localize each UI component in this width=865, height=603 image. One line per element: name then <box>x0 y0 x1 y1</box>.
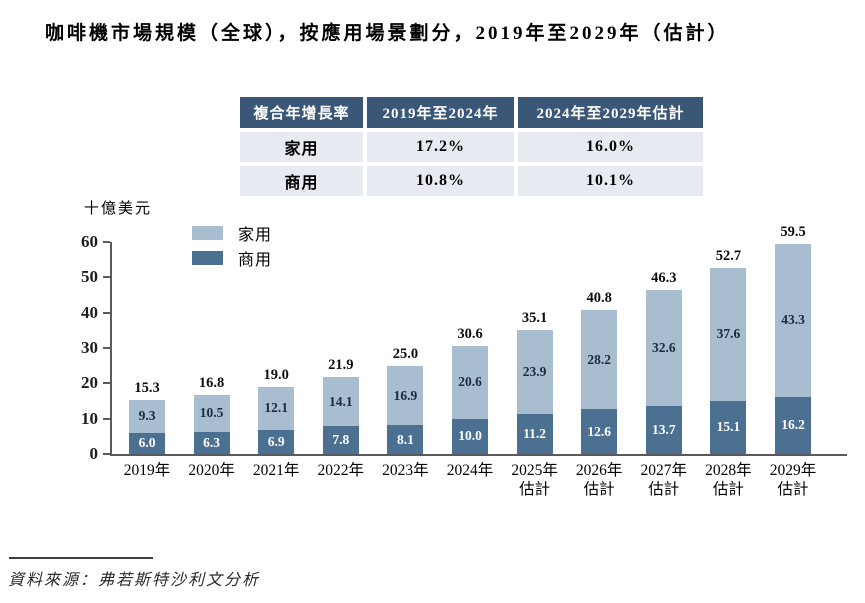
cagr-row-home-value-2: 16.0% <box>518 132 703 162</box>
bar-segment-home: 9.3 <box>129 399 165 433</box>
plot-area: 0 10 20 30 40 50 60 9.3 6.0 15.3 2019年 10.5 6.3 16.8 2… <box>81 224 847 498</box>
bar-segment-home: 12.1 <box>258 386 295 430</box>
bar-group: 43.3 16.2 <box>775 243 811 454</box>
y-axis-tick-label: 50 <box>81 267 98 287</box>
x-axis-label: 2021年 <box>252 462 300 479</box>
y-axis-tick-mark <box>103 241 110 243</box>
bar-segment-home: 32.6 <box>645 290 682 406</box>
bar-segment-home: 10.5 <box>193 394 230 432</box>
y-axis-tick-label: 0 <box>89 444 99 463</box>
y-axis-tick-label: 30 <box>81 338 98 357</box>
x-axis-label: 2026年 估計 <box>575 462 623 498</box>
bar-group: 20.6 10.0 <box>452 345 488 454</box>
bar-group: 9.3 6.0 <box>129 399 165 454</box>
bar-segment-home: 23.9 <box>516 330 553 415</box>
bar-group: 10.5 6.3 <box>193 394 230 454</box>
x-axis-label: 2025年 估計 <box>511 462 558 498</box>
bar-total-label: 52.7 <box>715 247 742 264</box>
bar-segment-home: 28.2 <box>581 309 618 410</box>
bar-segment-home: 43.3 <box>775 243 811 397</box>
cagr-row-home-value-1: 17.2% <box>367 132 514 162</box>
y-axis-tick-label: 60 <box>81 232 98 251</box>
bar-group: 37.6 15.1 <box>710 267 747 454</box>
y-axis-tick-mark <box>103 382 110 385</box>
cagr-row-commercial-value-2: 10.1% <box>518 166 703 196</box>
bar-group: 12.1 6.9 <box>258 386 295 454</box>
bar-segment-commercial: 10.0 <box>452 418 488 454</box>
bar-total-label: 19.0 <box>263 366 289 383</box>
bar-segment-home: 14.1 <box>322 376 359 427</box>
y-axis-tick-label: 10 <box>81 408 98 428</box>
bar-segment-commercial: 11.2 <box>516 414 553 454</box>
bar-segment-commercial: 15.1 <box>710 400 747 454</box>
cagr-row-commercial-value-1: 10.8% <box>367 166 514 196</box>
legend-label-home: 家用 <box>238 226 273 244</box>
cagr-row-home-label: 家用 <box>240 132 363 162</box>
x-axis-label: 2019年 <box>123 462 171 479</box>
bar-total-label: 35.1 <box>521 309 548 326</box>
bar-segment-commercial: 6.0 <box>129 432 165 454</box>
y-axis-tick-mark <box>103 276 110 279</box>
y-axis-tick-mark <box>103 311 110 314</box>
x-axis-label: 2027年 估計 <box>640 462 688 498</box>
legend-swatch-home <box>192 225 223 240</box>
bar-segment-home: 16.9 <box>387 365 424 426</box>
x-axis-label: 2024年 <box>446 462 494 479</box>
bar-segment-commercial: 8.1 <box>387 425 424 454</box>
bar-segment-commercial: 13.7 <box>645 405 682 454</box>
y-axis-tick-mark <box>103 453 110 455</box>
cagr-row-commercial-label: 商用 <box>240 166 363 196</box>
cagr-table-header-2019-2024: 2019年至2024年 <box>367 97 514 128</box>
bar-group: 14.1 7.8 <box>322 376 359 454</box>
x-axis-label: 2022年 <box>317 462 365 479</box>
y-axis-tick-mark <box>103 417 110 420</box>
bar-total-label: 25.0 <box>392 345 419 362</box>
bar-total-label: 46.3 <box>651 270 677 287</box>
bar-segment-commercial: 12.6 <box>581 409 618 454</box>
bar-segment-home: 37.6 <box>710 267 747 401</box>
y-axis-unit-label: 十億美元 <box>84 201 153 217</box>
bar-group: 16.9 8.1 <box>387 365 424 454</box>
bar-segment-home: 20.6 <box>452 345 488 419</box>
legend-label-commercial: 商用 <box>238 251 273 269</box>
bar-group: 23.9 11.2 <box>516 330 553 454</box>
cagr-table-header-metric: 複合年增長率 <box>240 97 363 128</box>
bar-segment-commercial: 6.3 <box>193 431 230 454</box>
source-divider <box>9 557 153 559</box>
chart-legend: 家用 商用 <box>192 225 272 275</box>
bar-segment-commercial: 7.8 <box>322 426 359 454</box>
bar-segment-commercial: 16.2 <box>775 396 811 454</box>
bar-group: 28.2 12.6 <box>581 309 618 454</box>
cagr-table-header-2024-2029: 2024年至2029年估計 <box>518 97 703 128</box>
bar-total-label: 40.8 <box>586 289 612 306</box>
bar-total-label: 15.3 <box>134 379 160 396</box>
bar-total-label: 30.6 <box>457 325 483 342</box>
bar-group: 32.6 13.7 <box>645 290 682 454</box>
bar-segment-commercial: 6.9 <box>258 429 295 454</box>
x-axis-label: 2020年 <box>188 462 235 479</box>
x-axis-label: 2028年 估計 <box>705 462 752 498</box>
x-axis-label: 2023年 <box>382 462 429 479</box>
bar-total-label: 59.5 <box>780 223 806 240</box>
source-note: 資料來源：弗若斯特沙利文分析 <box>8 572 261 589</box>
y-axis-tick-label: 20 <box>81 373 98 393</box>
y-axis-tick-mark <box>103 347 110 349</box>
cagr-table: 複合年增長率 2019年至2024年 2024年至2029年估計 家用 17.2… <box>240 97 703 196</box>
legend-item-home: 家用 <box>192 225 272 244</box>
bar-total-label: 21.9 <box>328 356 354 373</box>
legend-item-commercial: 商用 <box>192 250 272 269</box>
legend-swatch-commercial <box>192 250 223 265</box>
x-axis-label: 2029年 估計 <box>769 462 817 498</box>
y-axis-tick-label: 40 <box>81 302 98 322</box>
bar-total-label: 16.8 <box>198 374 225 391</box>
page-title: 咖啡機市場規模（全球），按應用場景劃分，2019年至2029年（估計） <box>45 23 730 44</box>
